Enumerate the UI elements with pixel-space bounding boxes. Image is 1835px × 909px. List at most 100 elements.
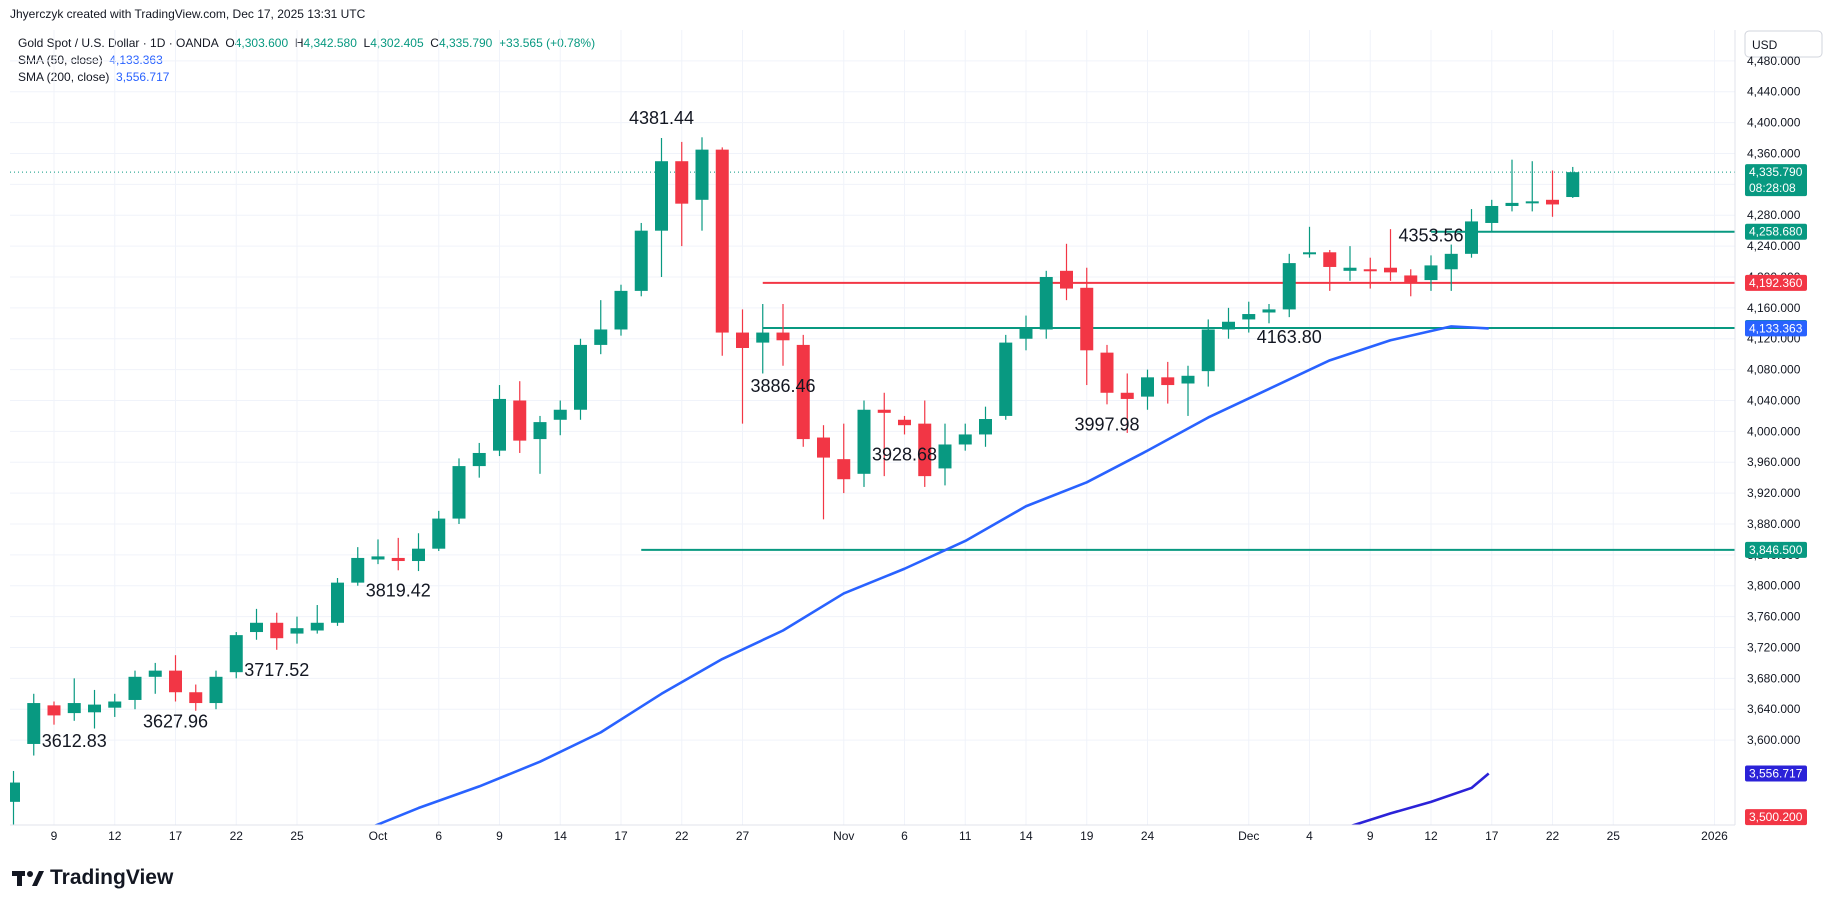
price-annotation: 3612.83 — [42, 731, 107, 751]
level-price-tag-bg — [1745, 274, 1807, 291]
candle-body — [452, 466, 466, 519]
y-tick-label: 3,640.000 — [1747, 702, 1801, 716]
price-annotation: 3886.46 — [750, 376, 815, 396]
candle-body — [1444, 253, 1458, 270]
candle-body — [391, 557, 405, 562]
sma50-label: SMA (50, close) — [18, 53, 103, 67]
y-tick-label: 4,400.000 — [1747, 116, 1801, 130]
candle-body — [189, 692, 203, 704]
sma200-label: SMA (200, close) — [18, 70, 110, 84]
y-tick-label: 4,360.000 — [1747, 146, 1801, 160]
candle-body — [331, 582, 344, 623]
candle-body — [918, 423, 932, 477]
sma50-row[interactable]: SMA (50, close) 4,133.363 — [18, 52, 595, 69]
candle-body — [817, 437, 830, 458]
candle-body — [715, 149, 729, 333]
price-annotation: 4163.80 — [1257, 327, 1322, 347]
candle-body — [695, 149, 709, 200]
candle-body — [1039, 276, 1053, 330]
symbol-title[interactable]: Gold Spot / U.S. Dollar · 1D · OANDA — [18, 36, 219, 50]
candle-body — [1424, 265, 1438, 281]
x-tick-label: 6 — [901, 829, 908, 843]
close-value: 4,335.790 — [438, 36, 493, 50]
y-tick-label: 4,000.000 — [1747, 424, 1801, 438]
candle-body — [148, 670, 162, 677]
candle-body — [371, 556, 385, 560]
x-tick-label: 17 — [169, 829, 183, 843]
change-value: +33.565 (+0.78%) — [499, 36, 596, 50]
candle-body — [756, 332, 770, 343]
candle-body — [472, 452, 486, 467]
x-tick-label: 14 — [1019, 829, 1033, 843]
candle-body — [1181, 375, 1195, 384]
price-tag-bg — [1745, 765, 1807, 782]
tradingview-logo-icon — [12, 871, 44, 886]
candle-body — [979, 419, 992, 435]
candle-body — [1120, 392, 1134, 399]
candle-body — [1465, 221, 1478, 254]
ohlc-row: Gold Spot / U.S. Dollar · 1D · OANDA O 4,… — [18, 35, 595, 52]
candle-body — [796, 344, 810, 440]
tradingview-logo-text: TradingView — [50, 866, 174, 889]
price-annotation: 3819.42 — [366, 580, 431, 600]
y-tick-label: 3,960.000 — [1747, 455, 1801, 469]
candle-body — [938, 444, 952, 469]
y-tick-label: 4,440.000 — [1747, 85, 1801, 99]
candle-body — [169, 670, 182, 693]
candle-body — [351, 557, 365, 583]
candle-body — [857, 409, 871, 474]
candle-body — [1525, 201, 1539, 204]
y-tick-label: 4,280.000 — [1747, 208, 1801, 222]
currency-label: USD — [1752, 38, 1778, 52]
sma50-value: 4,133.363 — [109, 53, 163, 67]
y-tick-label: 3,680.000 — [1747, 671, 1801, 685]
candle-body — [513, 400, 527, 441]
price-annotation: 4353.56 — [1398, 225, 1463, 245]
x-tick-label: 22 — [1546, 829, 1560, 843]
x-tick-label: Nov — [833, 829, 854, 843]
open-label: O — [225, 36, 235, 50]
sma200-line — [1349, 772, 1490, 825]
x-tick-label: 17 — [614, 829, 628, 843]
price-tag-bg — [1745, 809, 1807, 826]
candle-body — [67, 703, 81, 714]
sma50-line — [373, 325, 1489, 825]
candle-body — [533, 422, 547, 440]
x-tick-label: 22 — [675, 829, 689, 843]
candle-body — [47, 705, 61, 716]
candle-body — [493, 398, 506, 451]
x-tick-label: 22 — [230, 829, 244, 843]
tradingview-logo[interactable]: TradingView — [12, 866, 173, 890]
price-tag-subtext: 08:28:08 — [1749, 181, 1796, 195]
plot-area — [10, 30, 1735, 825]
chart-attribution: Jhyerczyk created with TradingView.com, … — [10, 7, 366, 21]
price-tag-text: 3,556.717 — [1749, 767, 1803, 781]
candle-body — [553, 409, 567, 420]
level-price-tag-text: 4,258.680 — [1749, 225, 1803, 239]
price-tag-text: 4,335.790 — [1749, 165, 1803, 179]
sma200-row[interactable]: SMA (200, close) 3,556.717 — [18, 69, 595, 86]
y-tick-label: 3,720.000 — [1747, 640, 1801, 654]
high-value: 4,342.580 — [303, 36, 357, 50]
x-tick-label: 9 — [1367, 829, 1374, 843]
x-tick-label: 12 — [108, 829, 122, 843]
level-price-tag-text: 3,846.500 — [1749, 543, 1803, 557]
x-tick-label: 9 — [51, 829, 58, 843]
candle-body — [634, 230, 648, 291]
sma200-value: 3,556.717 — [116, 70, 170, 84]
y-tick-label: 4,240.000 — [1747, 239, 1801, 253]
candle-body — [736, 332, 749, 348]
candle-body — [1262, 309, 1276, 313]
candle-body — [108, 701, 122, 708]
x-tick-label: Oct — [369, 829, 388, 843]
candle-body — [837, 459, 851, 480]
candle-body — [1546, 199, 1559, 205]
candle-body — [675, 161, 689, 204]
y-tick-label: 3,920.000 — [1747, 486, 1801, 500]
candle-body — [27, 703, 41, 744]
x-tick-label: 24 — [1141, 829, 1155, 843]
candle-body — [1161, 377, 1175, 386]
y-tick-label: 3,600.000 — [1747, 733, 1801, 747]
x-tick-label: 25 — [1607, 829, 1621, 843]
